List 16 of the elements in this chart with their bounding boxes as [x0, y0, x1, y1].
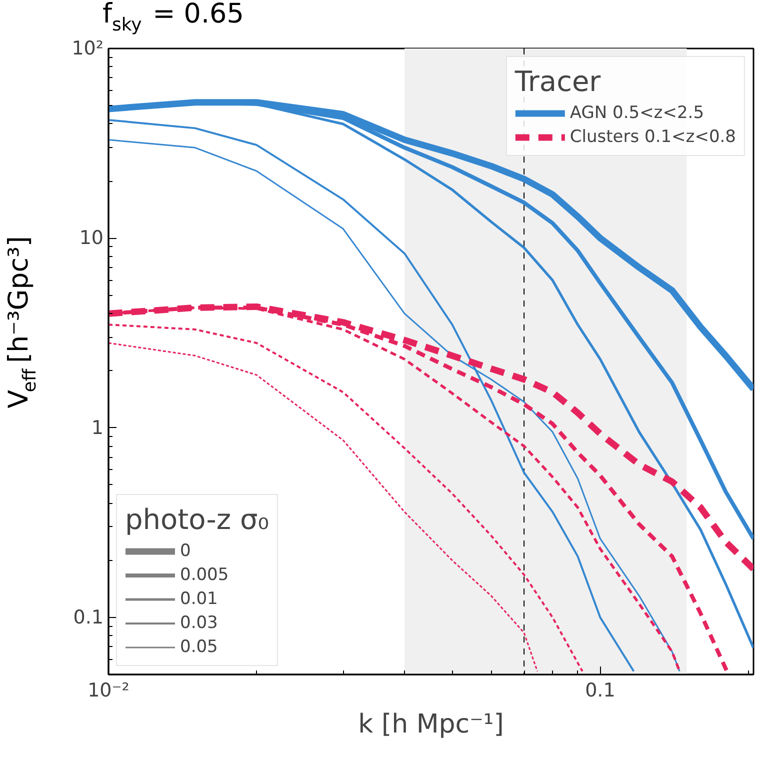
annotation: 0.005 [180, 565, 229, 585]
y-axis-title: Veff [h⁻³Gpc³] [4, 236, 40, 408]
y-tick-label: 1 [91, 416, 104, 439]
y-tick-label: 10² [72, 38, 104, 60]
y-tick-label: 10 [79, 227, 104, 250]
legend-label: Clusters 0.1<z<0.8 [570, 127, 736, 147]
legend-title: Tracer [514, 65, 602, 98]
annotation: photo-z σ₀ [125, 503, 269, 536]
annotation: 0.05 [180, 637, 218, 657]
annotation: 0 [180, 541, 192, 561]
x-axis-title: k [h Mpc⁻¹] [358, 710, 504, 740]
y-tick-label: 0.1 [73, 606, 104, 628]
legend-label: AGN 0.5<z<2.5 [570, 103, 704, 123]
annotation: 0.01 [180, 589, 218, 609]
annotation: 0.03 [180, 613, 218, 633]
x-tick-label: 10⁻² [88, 680, 130, 702]
